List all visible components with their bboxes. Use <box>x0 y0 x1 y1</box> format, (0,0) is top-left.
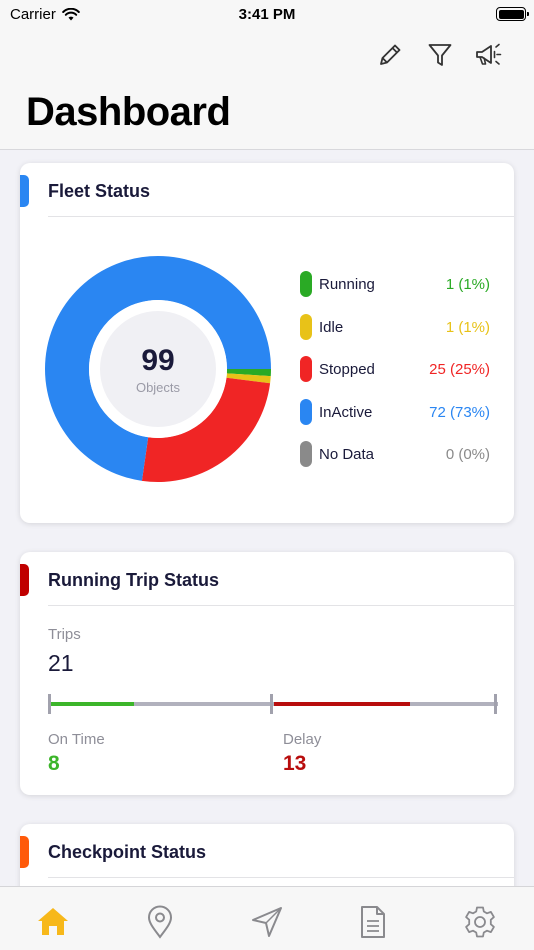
trip-progress-bar <box>48 694 498 714</box>
legend-swatch <box>300 313 312 340</box>
filter-icon <box>428 44 452 66</box>
status-time: 3:41 PM <box>238 6 296 23</box>
legend-item-no-data[interactable]: No Data 0 (0%) <box>300 439 490 482</box>
card-divider <box>48 605 514 606</box>
card-divider <box>48 877 514 878</box>
trips-label: Trips <box>48 626 81 643</box>
legend-value: 1 (1%) <box>445 276 490 293</box>
legend-value: 72 (73%) <box>429 403 490 421</box>
announcements-button[interactable] <box>471 38 505 72</box>
megaphone-icon <box>476 43 502 65</box>
tab-settings[interactable] <box>460 905 500 945</box>
tab-map[interactable] <box>140 905 180 945</box>
tab-reports[interactable] <box>353 905 393 945</box>
status-bar: Carrier 3:41 PM <box>0 0 534 30</box>
legend-label: Running <box>319 276 375 293</box>
legend-label: No Data <box>319 446 375 463</box>
tab-bar <box>0 886 534 950</box>
page-title: Dashboard <box>26 90 231 134</box>
card-title: Fleet Status <box>48 181 151 201</box>
card-accent-bar <box>20 564 29 596</box>
donut-center: 99 Objects <box>44 255 272 483</box>
fleet-status-card[interactable]: Fleet Status 99 Objects Running 1 (1%) I… <box>20 163 514 523</box>
total-objects-label: Objects <box>135 379 181 395</box>
legend-item-idle[interactable]: Idle 1 (1%) <box>300 312 490 355</box>
delay-value: 13 <box>283 752 307 775</box>
edit-button[interactable] <box>373 38 407 72</box>
donut-slice-inactive[interactable] <box>45 255 271 481</box>
legend-item-running[interactable]: Running 1 (1%) <box>300 269 490 312</box>
legend-value: 1 (1%) <box>445 318 490 336</box>
carrier-area: Carrier <box>10 6 80 23</box>
filter-button[interactable] <box>423 38 457 72</box>
progress-tick-start <box>48 694 51 714</box>
card-divider <box>48 216 514 217</box>
location-pin-icon <box>147 905 173 939</box>
trips-value: 21 <box>48 650 74 676</box>
tab-home[interactable] <box>33 905 73 945</box>
card-title: Checkpoint Status <box>48 842 207 862</box>
progress-tick-mid <box>270 694 273 714</box>
home-icon <box>38 908 68 935</box>
legend-swatch <box>300 356 312 382</box>
legend-swatch <box>300 398 312 425</box>
donut-slice-stopped[interactable] <box>141 377 271 482</box>
card-accent-bar <box>20 175 29 207</box>
header: Carrier 3:41 PM Dash <box>0 0 534 150</box>
on-time-label: On Time <box>48 731 105 748</box>
card-accent-bar <box>20 836 29 868</box>
legend-item-stopped[interactable]: Stopped 25 (25%) <box>300 354 490 397</box>
legend-label: InActive <box>319 403 373 421</box>
legend-label: Stopped <box>319 361 375 378</box>
pencil-icon <box>380 44 401 65</box>
donut-slice-idle[interactable] <box>226 373 271 384</box>
on-time-segment <box>51 702 134 706</box>
card-title: Running Trip Status <box>48 570 219 590</box>
legend-label: Idle <box>319 318 344 336</box>
donut-svg <box>45 255 271 482</box>
donut-slice-running[interactable] <box>226 369 271 377</box>
legend-swatch <box>300 441 312 467</box>
progress-tick-end <box>494 694 497 714</box>
progress-rail <box>48 702 498 706</box>
total-objects-count: 99 <box>141 343 175 377</box>
wifi-icon <box>62 8 80 21</box>
legend-item-inactive[interactable]: InActive 72 (73%) <box>300 397 490 440</box>
carrier-label: Carrier <box>10 6 56 23</box>
report-icon <box>361 906 385 938</box>
delay-label: Delay <box>283 731 322 748</box>
delay-segment <box>274 702 410 706</box>
navigation-arrow-icon <box>252 907 282 937</box>
legend-value: 25 (25%) <box>429 361 490 378</box>
tab-trips[interactable] <box>247 905 287 945</box>
donut-center-disc <box>100 311 216 427</box>
settings-gear-icon <box>465 906 495 938</box>
legend-value: 0 (0%) <box>445 446 490 463</box>
battery-icon <box>496 7 529 21</box>
legend-swatch <box>300 271 312 297</box>
fleet-legend: Running 1 (1%) Idle 1 (1%) Stopped 25 (2… <box>300 269 490 482</box>
on-time-value: 8 <box>48 752 60 775</box>
fleet-donut-chart[interactable]: 99 Objects <box>44 255 272 483</box>
running-trip-status-card[interactable]: Running Trip Status Trips 21 On Time 8 D… <box>20 552 514 795</box>
